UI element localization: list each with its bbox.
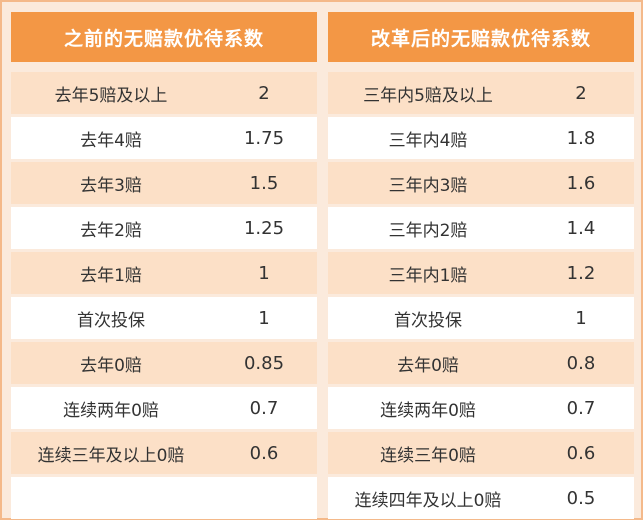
reformed-table-rows: 三年内5赔及以上 2 三年内4赔 1.8 三年内3赔 1.6 三年内2赔 1.4… xyxy=(328,72,634,519)
row-label: 首次投保 xyxy=(394,310,462,331)
row-value: 0.8 xyxy=(566,352,596,374)
row-label: 连续三年及以上0赔 xyxy=(37,445,185,466)
row-label: 去年4赔 xyxy=(80,130,142,151)
table-row: 连续三年及以上0赔 0.6 xyxy=(11,432,317,474)
row-value: 1.75 xyxy=(243,127,285,149)
reformed-coefficient-table: 改革后的无赔款优待系数 三年内5赔及以上 2 三年内4赔 1.8 三年内3赔 1… xyxy=(328,12,634,519)
table-row: 连续两年0赔 0.7 xyxy=(11,387,317,429)
table-row: 连续三年0赔 0.6 xyxy=(328,432,634,474)
row-value: 0.7 xyxy=(566,397,596,419)
row-label: 去年2赔 xyxy=(80,220,142,241)
row-label: 三年内4赔 xyxy=(388,130,468,151)
row-value: 2 xyxy=(258,82,270,104)
table-row: 去年0赔 0.8 xyxy=(328,342,634,384)
row-label: 连续两年0赔 xyxy=(63,400,159,421)
reformed-table-header: 改革后的无赔款优待系数 xyxy=(328,12,634,62)
table-row: 去年4赔 1.75 xyxy=(11,117,317,159)
row-value: 1.5 xyxy=(249,172,279,194)
row-label: 去年0赔 xyxy=(397,355,459,376)
table-row: 首次投保 1 xyxy=(11,297,317,339)
row-value: 1.4 xyxy=(566,217,596,239)
row-value: 0.6 xyxy=(566,442,596,464)
table-row xyxy=(11,477,317,519)
table-row: 去年0赔 0.85 xyxy=(11,342,317,384)
table-row: 三年内2赔 1.4 xyxy=(328,207,634,249)
table-row: 去年2赔 1.25 xyxy=(11,207,317,249)
table-row: 去年1赔 1 xyxy=(11,252,317,294)
row-value: 1.6 xyxy=(566,172,596,194)
table-row: 连续四年及以上0赔 0.5 xyxy=(328,477,634,519)
table-row: 去年5赔及以上 2 xyxy=(11,72,317,114)
previous-table-rows: 去年5赔及以上 2 去年4赔 1.75 去年3赔 1.5 去年2赔 1.25 去… xyxy=(11,72,317,519)
row-label: 三年内1赔 xyxy=(388,265,468,286)
table-row: 三年内1赔 1.2 xyxy=(328,252,634,294)
row-value: 2 xyxy=(575,82,587,104)
row-label: 三年内2赔 xyxy=(388,220,468,241)
row-label: 连续四年及以上0赔 xyxy=(354,490,502,511)
row-label: 去年1赔 xyxy=(80,265,142,286)
row-value: 1.8 xyxy=(566,127,596,149)
table-row: 连续两年0赔 0.7 xyxy=(328,387,634,429)
row-value: 0.85 xyxy=(243,352,285,374)
table-row: 三年内5赔及以上 2 xyxy=(328,72,634,114)
row-label: 去年5赔及以上 xyxy=(54,85,168,106)
row-value: 1 xyxy=(575,307,587,329)
row-label: 去年3赔 xyxy=(80,175,142,196)
row-value: 1.2 xyxy=(566,262,596,284)
row-label: 连续两年0赔 xyxy=(380,400,476,421)
table-row: 去年3赔 1.5 xyxy=(11,162,317,204)
row-label: 三年内5赔及以上 xyxy=(363,85,493,106)
row-label: 三年内3赔 xyxy=(388,175,468,196)
row-value: 0.5 xyxy=(566,487,596,509)
row-label: 连续三年0赔 xyxy=(380,445,476,466)
row-value: 1 xyxy=(258,262,270,284)
row-value: 1 xyxy=(258,307,270,329)
table-row: 三年内3赔 1.6 xyxy=(328,162,634,204)
row-label: 去年0赔 xyxy=(80,355,142,376)
previous-table-header: 之前的无赔款优待系数 xyxy=(11,12,317,62)
table-row: 首次投保 1 xyxy=(328,297,634,339)
row-value: 0.7 xyxy=(249,397,279,419)
table-row: 三年内4赔 1.8 xyxy=(328,117,634,159)
row-value: 1.25 xyxy=(243,217,285,239)
row-value: 0.6 xyxy=(249,442,279,464)
previous-coefficient-table: 之前的无赔款优待系数 去年5赔及以上 2 去年4赔 1.75 去年3赔 1.5 … xyxy=(11,12,317,519)
row-label: 首次投保 xyxy=(77,310,145,331)
